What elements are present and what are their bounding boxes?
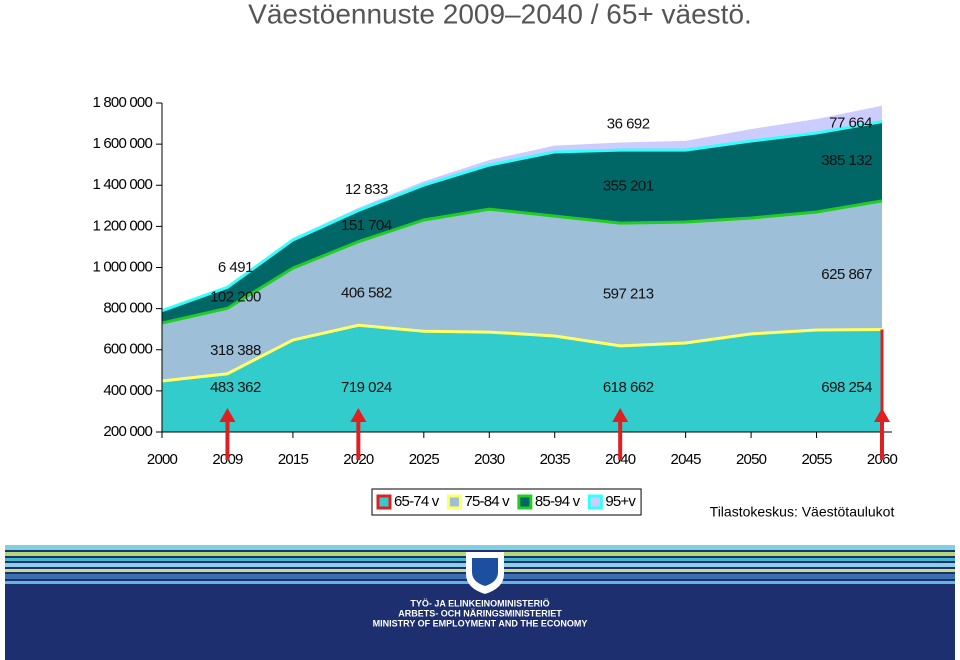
x-tick-label: 2050 (736, 451, 767, 468)
data-label: 355 201 (603, 178, 654, 195)
data-label: 406 582 (341, 284, 392, 301)
arrow-head (874, 408, 890, 422)
legend-swatch (517, 494, 533, 510)
data-label: 625 867 (821, 266, 872, 283)
area-edge (162, 323, 883, 383)
data-label: 483 362 (210, 379, 261, 396)
source: Tilastokeskus: Väestötaulukot (710, 504, 895, 520)
area (162, 325, 882, 432)
legend-label: 65-74 v (394, 493, 440, 510)
area (162, 200, 882, 382)
data-label: 698 254 (821, 379, 872, 396)
y-tick-label: 1 400 000 (92, 176, 152, 193)
legend-swatch (446, 494, 462, 510)
legend-box (371, 488, 642, 516)
area-edge (162, 120, 883, 313)
x-tick-label: 2000 (147, 451, 178, 468)
arrow-head (350, 408, 367, 422)
arrow-head (612, 408, 629, 422)
legend-swatch (587, 494, 603, 510)
y-tick-label: 800 000 (103, 300, 152, 317)
data-label: 318 388 (210, 342, 261, 359)
area (162, 121, 882, 324)
legend-label: 85-94 v (535, 493, 581, 510)
y-tick-label: 1 600 000 (92, 135, 152, 152)
area-edge (162, 199, 883, 325)
legend-swatch (376, 494, 392, 510)
legend-label: 95+v (605, 493, 636, 510)
ministry-fi: TYÖ- JA ELINKEINOMINISTERIÖ (410, 598, 549, 608)
data-label: 618 662 (603, 379, 654, 396)
arrow-head (219, 408, 236, 422)
data-label: 597 213 (603, 285, 654, 302)
data-label: 151 704 (341, 217, 392, 234)
y-tick-label: 1 800 000 (92, 94, 152, 111)
data-label: 102 200 (210, 289, 261, 306)
data-label: 719 024 (341, 379, 392, 396)
data-label: 6 491 (218, 259, 253, 276)
y-tick-label: 1 000 000 (92, 258, 152, 275)
y-tick-label: 1 200 000 (92, 217, 152, 234)
x-tick-label: 2035 (540, 451, 571, 468)
area (162, 105, 882, 311)
data-label: 385 132 (821, 152, 872, 169)
y-tick-label: 400 000 (103, 382, 152, 399)
data-label: 36 692 (607, 115, 650, 132)
data-label: 77 664 (829, 115, 872, 132)
ministry-en: MINISTRY OF EMPLOYMENT AND THE ECONOMY (373, 618, 588, 628)
legend-label: 75-84 v (464, 493, 510, 510)
ministry-sv: ARBETS- OCH NÄRINGSMINISTERIET (398, 608, 562, 618)
x-tick-label: 2015 (278, 451, 309, 468)
x-tick-label: 2045 (671, 451, 702, 468)
data-label: 12 833 (345, 181, 388, 198)
x-tick-label: 2025 (409, 451, 440, 468)
chart-title: Väestöennuste 2009–2040 / 65+ väestö. (248, 0, 752, 29)
x-tick-label: 2030 (474, 451, 505, 468)
y-tick-label: 200 000 (103, 423, 152, 440)
plot-area (162, 105, 884, 432)
y-tick-label: 600 000 (103, 341, 152, 358)
footer-banner: TYÖ- JA ELINKEINOMINISTERIÖ ARBETS- OCH … (5, 545, 955, 660)
x-tick-label: 2055 (801, 451, 832, 468)
